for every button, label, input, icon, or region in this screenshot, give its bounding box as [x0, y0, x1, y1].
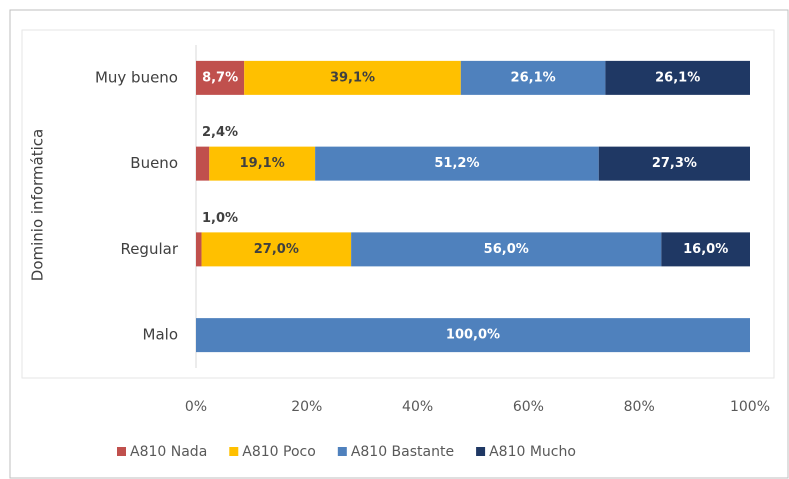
- x-tick-label: 0%: [185, 399, 207, 415]
- bar-segment: [315, 146, 599, 181]
- data-label: 27,0%: [254, 242, 299, 257]
- y-axis-label: Dominio informática: [29, 129, 47, 281]
- data-label: 39,1%: [330, 70, 375, 85]
- y-tick-label: Regular: [120, 240, 178, 258]
- legend-swatch: [229, 447, 239, 456]
- x-tick-label: 100%: [730, 399, 770, 415]
- data-label: 16,0%: [683, 242, 728, 257]
- bar-segment: [244, 60, 461, 95]
- legend-label: A810 Poco: [242, 444, 316, 460]
- y-tick-label: Malo: [143, 326, 178, 344]
- legend-swatch: [476, 447, 486, 456]
- y-tick-label: Muy bueno: [95, 68, 178, 86]
- y-tick-label: Bueno: [130, 154, 178, 172]
- bar-segment: [209, 146, 316, 181]
- bar-segment: [196, 146, 210, 181]
- x-tick-label: 40%: [402, 399, 433, 415]
- bar-segment: [605, 60, 750, 95]
- bar-segment: [196, 60, 245, 95]
- legend-swatch: [117, 447, 126, 456]
- legend-label: A810 Nada: [130, 444, 207, 460]
- x-tick-label: 60%: [513, 399, 544, 415]
- data-label: 27,3%: [652, 156, 697, 171]
- x-tick-label: 20%: [291, 399, 322, 415]
- data-label: 26,1%: [511, 70, 556, 85]
- data-label: 8,7%: [202, 70, 238, 85]
- data-label: 19,1%: [240, 156, 285, 171]
- bar-segment: [661, 232, 750, 267]
- bar-segment: [460, 60, 606, 95]
- x-tick-label: 80%: [624, 399, 655, 415]
- legend-label: A810 Bastante: [351, 444, 454, 460]
- data-label: 1,0%: [202, 211, 238, 226]
- bar-segment: [196, 318, 750, 353]
- data-label: 51,2%: [434, 156, 479, 171]
- data-label: 56,0%: [484, 242, 529, 257]
- legend-swatch: [337, 447, 347, 456]
- data-label: 100,0%: [446, 328, 500, 343]
- legend-label: A810 Mucho: [489, 444, 576, 460]
- bar-segment: [196, 232, 202, 267]
- data-label: 2,4%: [202, 125, 238, 140]
- bar-segment: [201, 232, 352, 267]
- bar-segment: [351, 232, 662, 267]
- bar-segment: [598, 146, 750, 181]
- data-label: 26,1%: [655, 70, 700, 85]
